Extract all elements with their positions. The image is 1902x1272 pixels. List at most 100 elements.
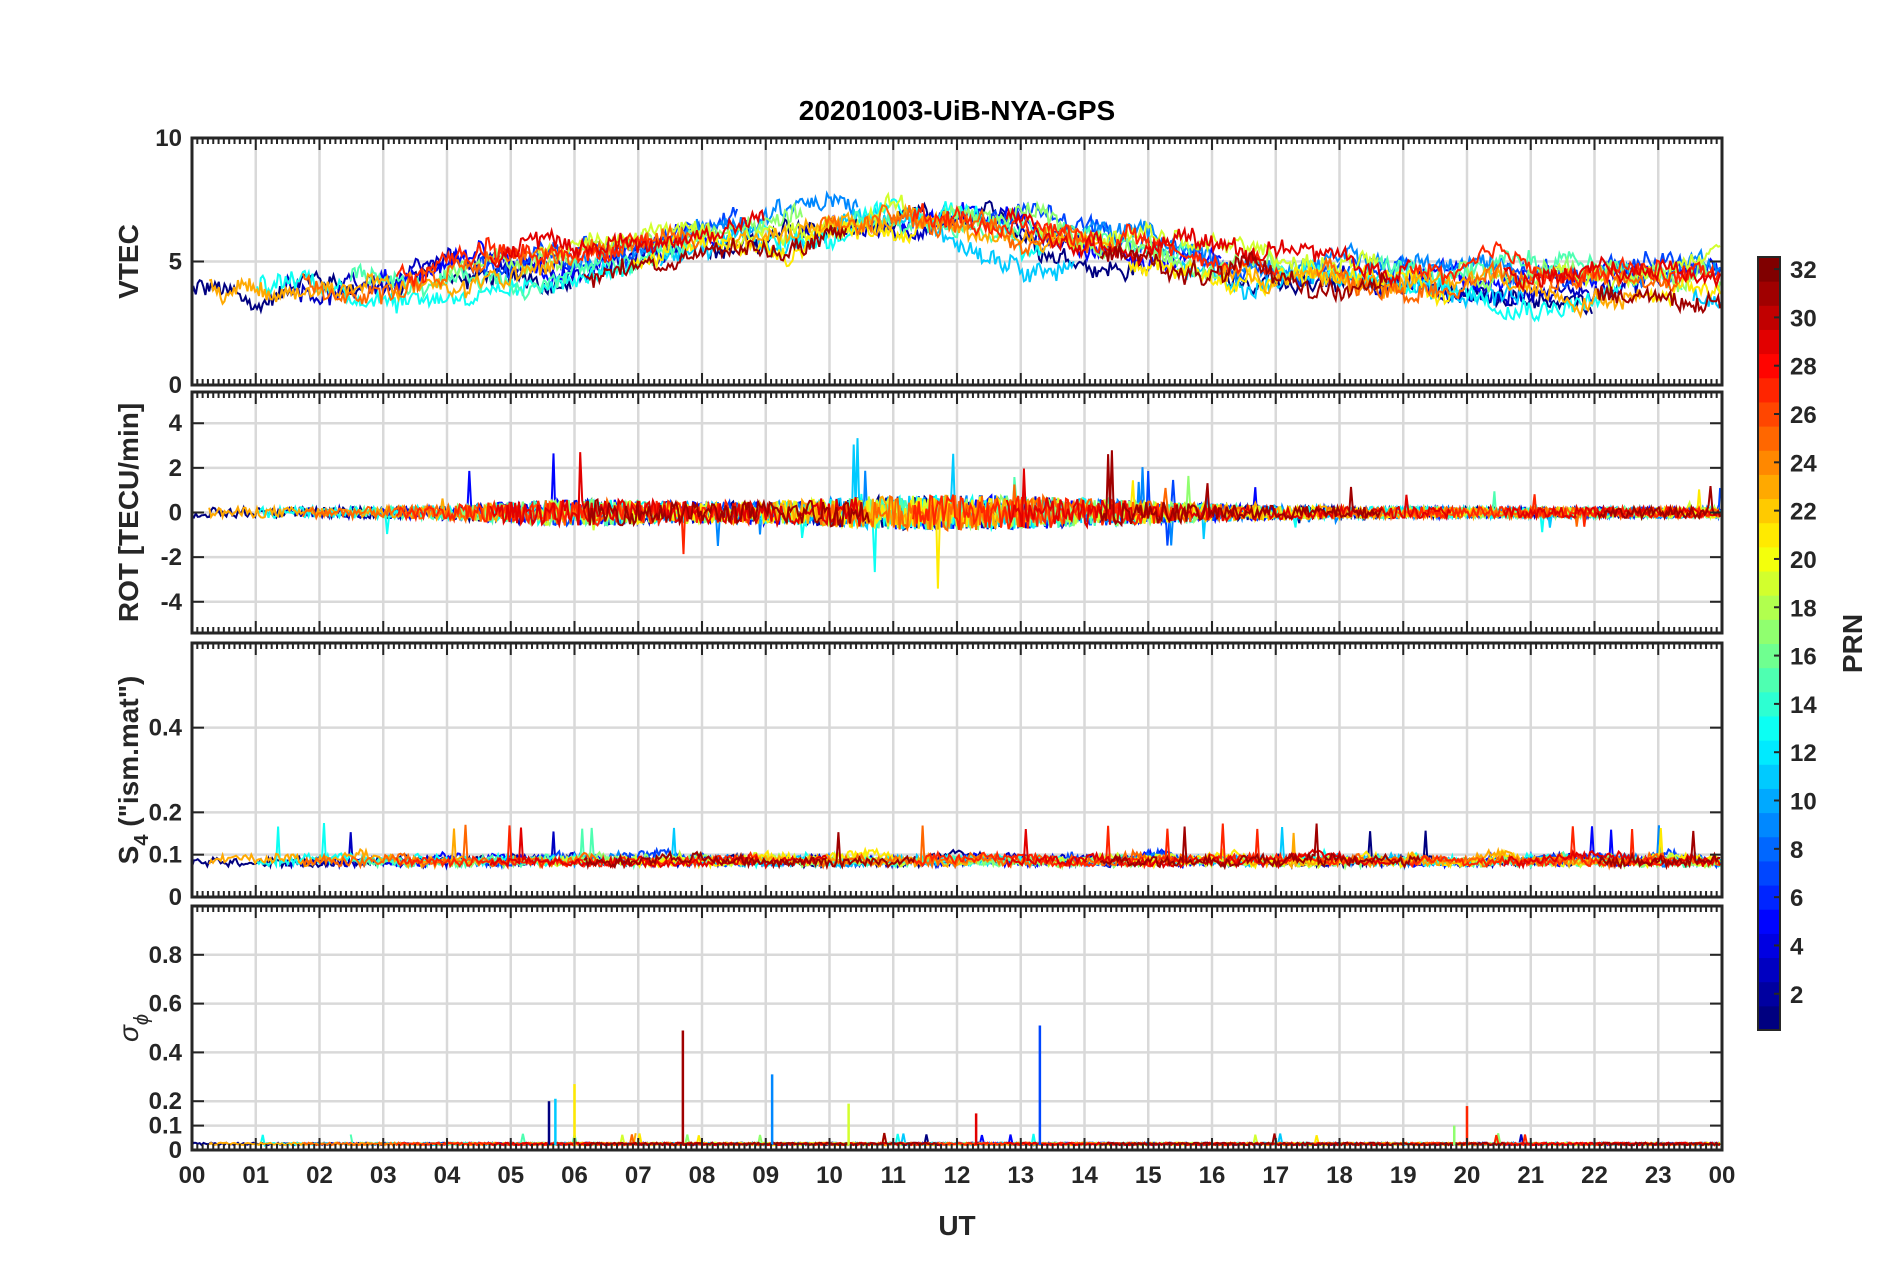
colorbar-swatch (1758, 812, 1780, 838)
x-tick-label: 13 (1007, 1162, 1034, 1189)
series-line-prn-23 (725, 202, 1120, 257)
y-tick-label: 2 (169, 455, 182, 482)
x-tick-label: 00 (1709, 1162, 1736, 1189)
panel-sigma: 00.10.2 0.4 0.6 0.8 σϕ (113, 904, 1724, 1164)
x-tick-label: 16 (1199, 1162, 1226, 1189)
series-line-prn-31 (1596, 485, 1722, 521)
series-line-prn-27 (395, 498, 758, 555)
colorbar-tick-label: 2 (1790, 982, 1803, 1009)
colorbar-tick-label: 10 (1790, 789, 1817, 816)
x-tick-label: 07 (625, 1162, 652, 1189)
colorbar-swatch (1758, 450, 1780, 475)
series-line-prn-9 (1082, 218, 1517, 287)
colorbar-tick-label: 20 (1790, 547, 1817, 574)
colorbar-swatch (1758, 619, 1780, 644)
ticks-rot (191, 392, 1723, 633)
colorbar-swatch (1758, 860, 1780, 886)
x-tick-label: 15 (1135, 1162, 1162, 1189)
colorbar-swatch (1758, 933, 1780, 959)
x-tick-label: 12 (944, 1162, 971, 1189)
y-tick-label: 4 (169, 410, 183, 437)
series-line-prn-29 (1503, 255, 1722, 292)
colorbar-swatch (1758, 788, 1780, 814)
colorbar-tick-label: 30 (1790, 305, 1817, 332)
colorbar-frame (1757, 256, 1781, 1031)
y-tick-label: 0 (169, 1137, 182, 1164)
colorbar-swatch (1758, 595, 1780, 620)
x-tick-label: 10 (816, 1162, 843, 1189)
colorbar-swatch (1758, 740, 1780, 765)
series-line-prn-27 (395, 232, 654, 287)
x-tick-label: 03 (370, 1162, 397, 1189)
colorbar-tick-label: 4 (1790, 933, 1804, 960)
colorbar-tick-label: 16 (1790, 644, 1817, 671)
y-axis-label-rot: ROT [TECU/min] (113, 403, 144, 622)
colorbar-swatch (1758, 474, 1780, 500)
colorbar-swatch (1758, 643, 1780, 669)
colorbar-swatch (1758, 691, 1780, 717)
y-tick-label: 0 (169, 884, 182, 911)
series-line-prn-31 (583, 832, 916, 871)
series-s4 (192, 822, 1722, 871)
series-line-prn-27 (912, 203, 1280, 279)
colorbar-swatch (1758, 571, 1780, 596)
x-tick-label: 02 (306, 1162, 333, 1189)
x-tick-label: 18 (1326, 1162, 1353, 1189)
x-tick-label: 17 (1262, 1162, 1289, 1189)
y-axis-label-vtec: VTEC (113, 224, 144, 299)
x-tick-label: 22 (1581, 1162, 1608, 1189)
series-line-prn-29 (1005, 206, 1411, 288)
series-line-prn-31 (583, 497, 870, 528)
x-tick-label: 05 (497, 1162, 524, 1189)
x-tick-label: 01 (242, 1162, 269, 1189)
x-tick-label: 11 (881, 1162, 906, 1189)
y-tick-label: 10 (155, 125, 182, 152)
colorbar-swatch (1758, 426, 1780, 451)
series-line-prn-23 (208, 498, 511, 524)
series-line-prn-29 (489, 452, 863, 529)
series-line-prn-31 (1099, 243, 1388, 304)
colorbar-tick-label: 12 (1790, 740, 1817, 767)
colorbar-swatch (1758, 764, 1780, 789)
ticks-sigma (191, 906, 1723, 1151)
x-tick-labels: 00 01 02 03 04 05 06 07 08 09 10 11 12 13 14 15 16 17 18 19… (179, 1162, 1736, 1189)
panel-vtec: 0 5 10 VTEC (113, 125, 1724, 399)
y-tick-label: 0.4 (149, 715, 183, 742)
x-tick-label: 14 (1071, 1162, 1098, 1189)
x-tick-label: 08 (689, 1162, 716, 1189)
y-tick-label: 0.1 (149, 1113, 182, 1140)
colorbar-swatch (1758, 257, 1780, 282)
colorbar-swatch (1758, 836, 1780, 862)
x-tick-label: 20 (1454, 1162, 1481, 1189)
colorbar-swatch (1758, 1005, 1780, 1031)
y-axis-label-sigma: σϕ (113, 1014, 153, 1042)
chart-title: 20201003-UiB-NYA-GPS (799, 95, 1115, 126)
x-tick-label: 23 (1645, 1162, 1672, 1189)
colorbar-swatch (1758, 305, 1780, 330)
ticks-s4 (191, 643, 1723, 898)
colorbar-tick-label: 32 (1790, 257, 1817, 284)
x-tick-label: 09 (752, 1162, 779, 1189)
series-line-prn-31 (1099, 823, 1421, 871)
series-line-prn-15 (349, 229, 706, 302)
colorbar-swatch (1758, 546, 1780, 572)
colorbar-swatch (1758, 401, 1780, 427)
x-axis-label: UT (938, 1210, 975, 1241)
colorbar-tick-label: 28 (1790, 354, 1817, 381)
colorbar-swatch (1758, 281, 1780, 306)
colorbar-swatch (1758, 909, 1780, 934)
colorbar-tick-label: 22 (1790, 499, 1817, 526)
y-tick-label: 0.1 (149, 842, 182, 869)
colorbar-label: PRN (1837, 614, 1868, 673)
colorbar-tick-label: 8 (1790, 837, 1803, 864)
y-tick-label: 5 (169, 249, 182, 276)
series-line-prn-29 (489, 208, 765, 268)
series-rot (192, 438, 1722, 589)
ticks-vtec (191, 137, 1723, 386)
colorbar-swatch (1758, 715, 1780, 741)
series-line-prn-31 (1099, 450, 1383, 528)
colorbar-swatch (1758, 329, 1780, 355)
x-tick-label: 21 (1517, 1162, 1544, 1189)
